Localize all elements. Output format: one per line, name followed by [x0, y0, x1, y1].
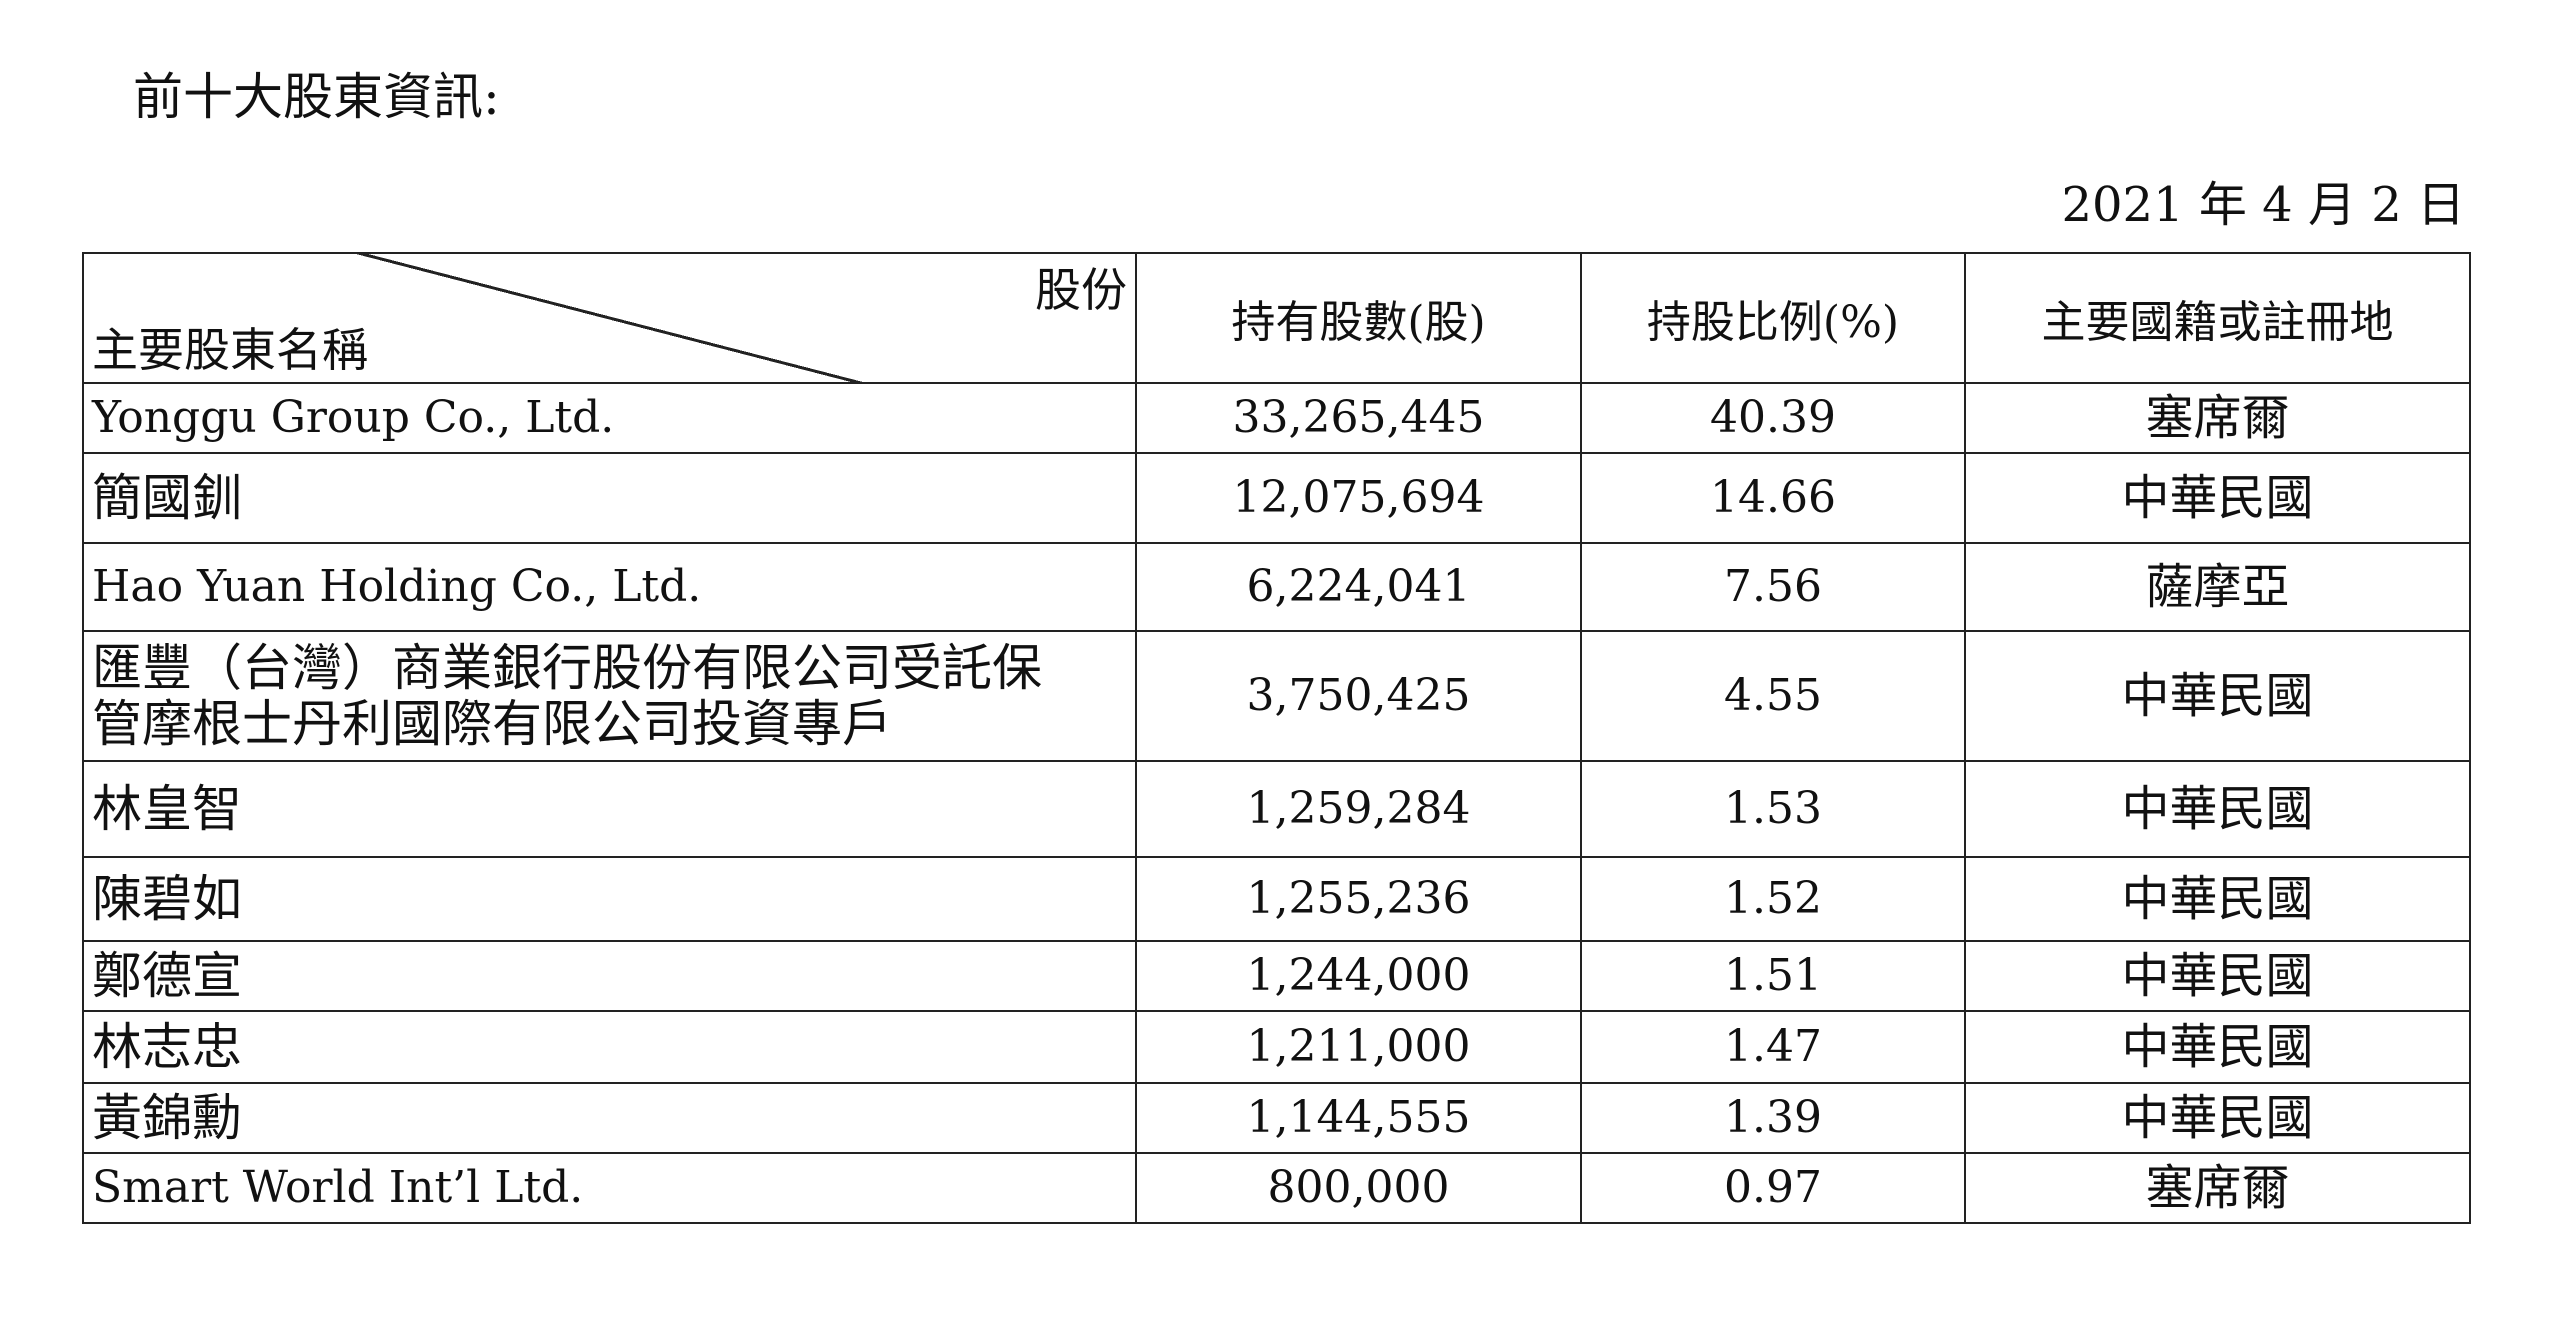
nationality: 中華民國: [1964, 630, 2471, 762]
shares-held: 1,144,555: [1135, 1082, 1582, 1154]
diagonal-header-cell: 股份 主要股東名稱: [82, 252, 1137, 384]
nationality: 塞席爾: [1964, 382, 2471, 454]
shares-held: 800,000: [1135, 1152, 1582, 1224]
table-row: 簡國釧 12,075,694 14.66 中華民國: [82, 452, 2471, 544]
ownership-percent: 1.47: [1580, 1010, 1966, 1084]
shares-held: 1,244,000: [1135, 940, 1582, 1012]
shareholder-name: 林皇智: [82, 760, 1137, 858]
as-of-date: 2021 年 4 月 2 日: [2061, 177, 2465, 233]
shareholder-name: Smart World Int’l Ltd.: [82, 1152, 1137, 1224]
table-row: 陳碧如 1,255,236 1.52 中華民國: [82, 856, 2471, 942]
table-row: Yonggu Group Co., Ltd. 33,265,445 40.39 …: [82, 382, 2471, 454]
shares-held: 1,259,284: [1135, 760, 1582, 858]
ownership-percent: 1.39: [1580, 1082, 1966, 1154]
nationality: 中華民國: [1964, 760, 2471, 858]
header-ownership-percent: 持股比例(%): [1580, 252, 1966, 384]
shareholder-name: Hao Yuan Holding Co., Ltd.: [82, 542, 1137, 632]
shares-held: 33,265,445: [1135, 382, 1582, 454]
table-row: Hao Yuan Holding Co., Ltd. 6,224,041 7.5…: [82, 542, 2471, 632]
nationality: 中華民國: [1964, 1082, 2471, 1154]
shareholder-name: Yonggu Group Co., Ltd.: [82, 382, 1137, 454]
nationality: 中華民國: [1964, 452, 2471, 544]
nationality: 中華民國: [1964, 940, 2471, 1012]
header-nationality: 主要國籍或註冊地: [1964, 252, 2471, 384]
shares-held: 1,255,236: [1135, 856, 1582, 942]
shareholders-table: 股份 主要股東名稱 持有股數(股) 持股比例(%) 主要國籍或註冊地 Yongg…: [82, 252, 2471, 1224]
shareholder-name-line-1: 匯豐（台灣）商業銀行股份有限公司受託保: [92, 639, 1042, 697]
table-row: 林皇智 1,259,284 1.53 中華民國: [82, 760, 2471, 858]
ownership-percent: 1.52: [1580, 856, 1966, 942]
shareholder-name: 黃錦勳: [82, 1082, 1137, 1154]
shareholder-name: 簡國釧: [82, 452, 1137, 544]
ownership-percent: 0.97: [1580, 1152, 1966, 1224]
ownership-percent: 14.66: [1580, 452, 1966, 544]
header-shareholder-name: 主要股東名稱: [92, 323, 368, 377]
shares-held: 6,224,041: [1135, 542, 1582, 632]
nationality: 中華民國: [1964, 856, 2471, 942]
shareholder-name: 林志忠: [82, 1010, 1137, 1084]
ownership-percent: 4.55: [1580, 630, 1966, 762]
nationality: 塞席爾: [1964, 1152, 2471, 1224]
table-row: Smart World Int’l Ltd. 800,000 0.97 塞席爾: [82, 1152, 2471, 1224]
shareholder-name-line-2: 管摩根士丹利國際有限公司投資專戶: [92, 695, 892, 753]
shares-held: 1,211,000: [1135, 1010, 1582, 1084]
ownership-percent: 1.53: [1580, 760, 1966, 858]
shares-held: 12,075,694: [1135, 452, 1582, 544]
nationality: 中華民國: [1964, 1010, 2471, 1084]
table-row: 林志忠 1,211,000 1.47 中華民國: [82, 1010, 2471, 1084]
shareholder-name: 陳碧如: [82, 856, 1137, 942]
table-row: 黃錦勳 1,144,555 1.39 中華民國: [82, 1082, 2471, 1154]
table-row: 鄭德宣 1,244,000 1.51 中華民國: [82, 940, 2471, 1012]
nationality: 薩摩亞: [1964, 542, 2471, 632]
header-shares-held: 持有股數(股): [1135, 252, 1582, 384]
ownership-percent: 40.39: [1580, 382, 1966, 454]
header-shares-label: 股份: [1035, 263, 1127, 317]
section-heading: 前十大股東資訊:: [133, 68, 500, 126]
table-header-row: 股份 主要股東名稱 持有股數(股) 持股比例(%) 主要國籍或註冊地: [82, 252, 2471, 384]
shareholder-name: 鄭德宣: [82, 940, 1137, 1012]
shares-held: 3,750,425: [1135, 630, 1582, 762]
shareholder-name: 匯豐（台灣）商業銀行股份有限公司受託保 管摩根士丹利國際有限公司投資專戶: [82, 630, 1137, 762]
table-row: 匯豐（台灣）商業銀行股份有限公司受託保 管摩根士丹利國際有限公司投資專戶 3,7…: [82, 630, 2471, 762]
ownership-percent: 1.51: [1580, 940, 1966, 1012]
ownership-percent: 7.56: [1580, 542, 1966, 632]
